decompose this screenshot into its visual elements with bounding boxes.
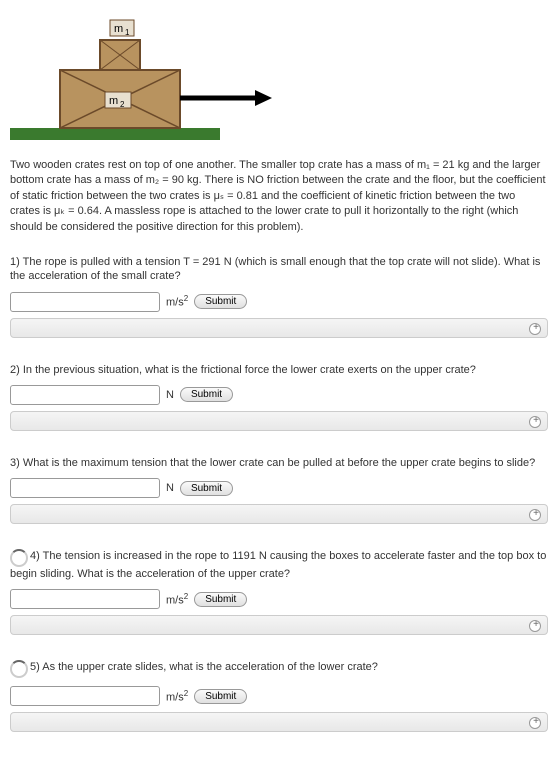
expand-bar[interactable]: + bbox=[10, 318, 548, 338]
loading-icon bbox=[10, 660, 28, 678]
question-block: 4) The tension is increased in the rope … bbox=[10, 549, 548, 635]
submit-button[interactable]: Submit bbox=[194, 689, 247, 704]
submit-button[interactable]: Submit bbox=[180, 481, 233, 496]
expand-bar[interactable]: + bbox=[10, 504, 548, 524]
submit-button[interactable]: Submit bbox=[194, 592, 247, 607]
unit-label: m/s2 bbox=[166, 294, 188, 309]
answer-input[interactable] bbox=[10, 478, 160, 498]
expand-icon: + bbox=[533, 322, 539, 333]
question-text: 3) What is the maximum tension that the … bbox=[10, 456, 548, 470]
question-text: 1) The rope is pulled with a tension T =… bbox=[10, 255, 548, 284]
question-block: 2) In the previous situation, what is th… bbox=[10, 363, 548, 431]
expand-bar[interactable]: + bbox=[10, 615, 548, 635]
question-block: 1) The rope is pulled with a tension T =… bbox=[10, 255, 548, 338]
question-block: 3) What is the maximum tension that the … bbox=[10, 456, 548, 524]
submit-button[interactable]: Submit bbox=[180, 387, 233, 402]
svg-text:1: 1 bbox=[125, 28, 130, 37]
answer-row: m/s2 Submit bbox=[10, 686, 548, 706]
answer-input[interactable] bbox=[10, 589, 160, 609]
unit-label: N bbox=[166, 482, 174, 494]
answer-row: m/s2 Submit bbox=[10, 589, 548, 609]
unit-label: m/s2 bbox=[166, 689, 188, 704]
question-text: 4) The tension is increased in the rope … bbox=[10, 549, 548, 581]
answer-row: N Submit bbox=[10, 385, 548, 405]
question-text: 2) In the previous situation, what is th… bbox=[10, 363, 548, 377]
svg-text:2: 2 bbox=[120, 100, 125, 109]
answer-row: m/s2 Submit bbox=[10, 292, 548, 312]
question-text: 5) As the upper crate slides, what is th… bbox=[10, 660, 548, 678]
answer-input[interactable] bbox=[10, 292, 160, 312]
svg-text:m: m bbox=[109, 95, 118, 107]
expand-icon: + bbox=[533, 619, 539, 630]
answer-input[interactable] bbox=[10, 686, 160, 706]
expand-bar[interactable]: + bbox=[10, 411, 548, 431]
crates-diagram: m 2 m 1 bbox=[10, 10, 548, 143]
answer-input[interactable] bbox=[10, 385, 160, 405]
unit-label: m/s2 bbox=[166, 592, 188, 607]
answer-row: N Submit bbox=[10, 478, 548, 498]
expand-icon: + bbox=[533, 716, 539, 727]
expand-icon: + bbox=[533, 508, 539, 519]
question-block: 5) As the upper crate slides, what is th… bbox=[10, 660, 548, 732]
expand-bar[interactable]: + bbox=[10, 712, 548, 732]
svg-text:m: m bbox=[114, 23, 123, 35]
unit-label: N bbox=[166, 389, 174, 401]
expand-icon: + bbox=[533, 415, 539, 426]
problem-statement: Two wooden crates rest on top of one ano… bbox=[10, 158, 548, 235]
loading-icon bbox=[10, 549, 28, 567]
submit-button[interactable]: Submit bbox=[194, 294, 247, 309]
